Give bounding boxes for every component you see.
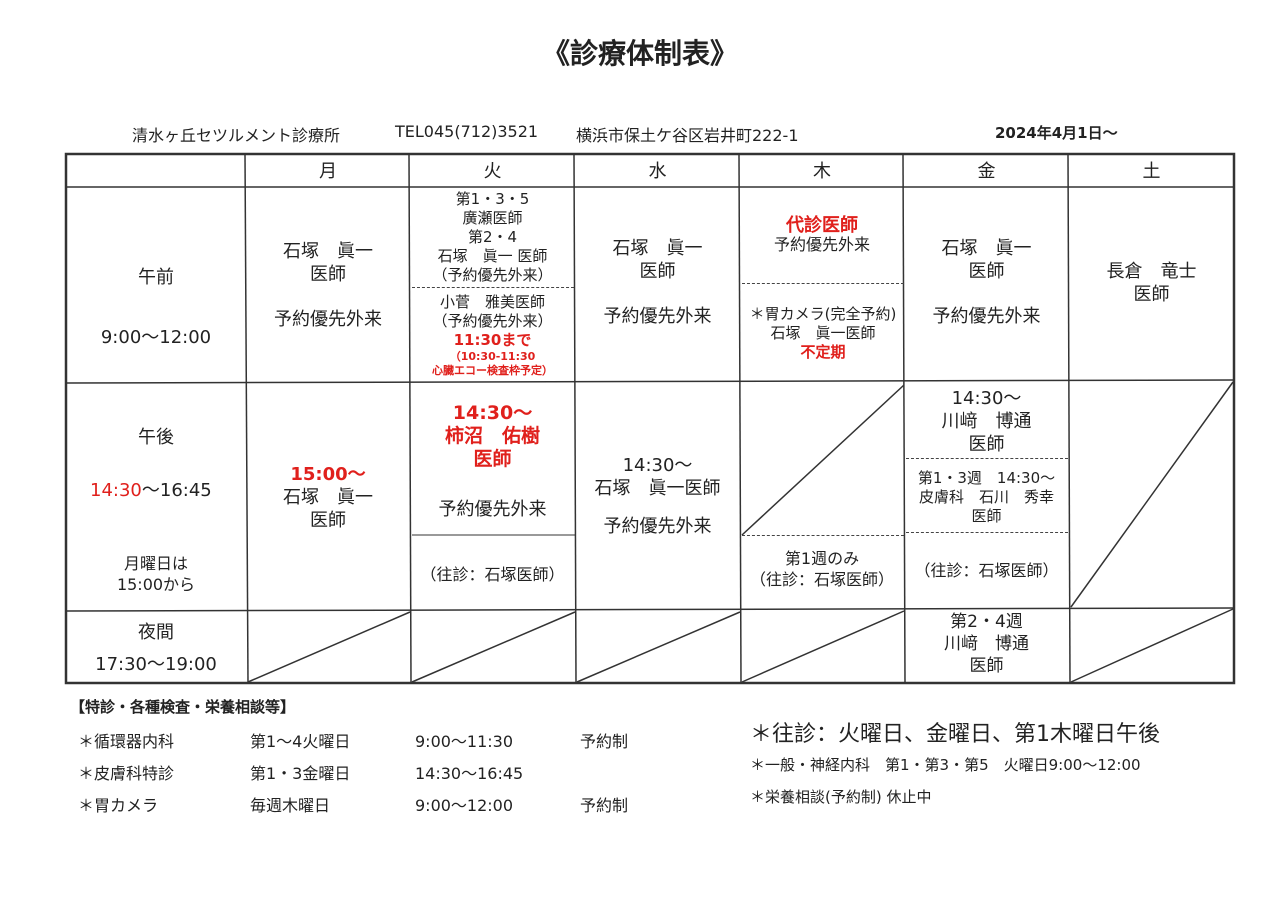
row-label-pm: 午後 [138,426,174,448]
day-header-thu: 木 [813,160,831,182]
row-label-night: 夜間 [138,621,174,643]
am-wed: 石塚 眞一 医師 予約優先外来 [603,238,712,327]
am-tue-top: 第1・3・5 廣瀬医師 第2・4 石塚 眞一 医師 （予約優先外来） [432,189,553,284]
page-title: 《診療体制表》 [541,37,738,70]
row-time-pm: 14:30～16:45 [90,480,212,501]
row-time-night: 17:30～19:00 [95,653,217,675]
am-sat: 長倉 竜士 医師 [1106,260,1197,305]
row-time-am: 9:00～12:00 [100,326,212,348]
day-header-tue: 火 [483,160,502,182]
pm-tue-note: 予約優先外来 [438,498,547,520]
notes-heading: 【特診・各種検査・栄養相談等】 [70,698,296,716]
pm-thu: 第1週のみ （往診：石塚医師） [749,549,894,589]
am-fri: 石塚 眞一 医師 予約優先外来 [932,238,1041,327]
am-mon: 石塚 眞一 医師 予約優先外来 [274,240,382,330]
note-item: ＊胃カメラ 毎週木曜日 9:00～12:00 予約制 [78,796,629,815]
row-note-pm: 月曜日は 15:00から [116,554,196,594]
nutrition-note: ＊栄養相談(予約制) 休止中 [750,788,932,806]
day-header-fri: 金 [977,160,996,182]
note-item: ＊皮膚科特診 第1・3金曜日 14:30～16:45 [78,764,524,783]
day-header-wed: 水 [648,160,667,182]
am-thu-bottom: ＊胃カメラ(完全予約) 石塚 眞一医師 不定期 [749,304,927,361]
pm-tue-oshin: （往診：石塚医師） [420,564,565,584]
clinic-tel: TEL045(712)3521 [395,122,539,141]
clinic-name: 清水ヶ丘セツルメント診療所 [132,126,341,145]
diagonal-thu-pm [741,384,905,536]
pm-fri-top: 14:30～ 川﨑 博通 医師 [941,387,1032,455]
pm-tue-top: 14:30～ 柿沼 佑樹 医師 [444,401,540,470]
pm-fri-oshin: （往診：石塚医師） [914,560,1059,580]
night-fri: 第2・4週 川﨑 博通 医師 [944,612,1029,676]
pm-wed: 14:30～ 石塚 眞一医師 予約優先外来 [594,455,721,537]
pm-mon: 15:00～ 石塚 眞一 医師 [283,464,373,531]
general-note: ＊一般・神経内科 第1・第3・第5 火曜日9:00～12:00 [750,756,1141,774]
effective-date: 2024年4月1日～ [995,124,1118,142]
day-header-mon: 月 [319,160,337,182]
day-header-sat: 土 [1142,160,1161,182]
notes-list: ＊循環器内科 第1～4火曜日 9:00～11:30 予約制 ＊皮膚科特診 第1・3金曜日… [78,726,628,822]
clinic-address: 横浜市保土ケ谷区岩井町222-1 [576,126,799,145]
oshin-note: ＊往診：火曜日、金曜日、第1木曜日午後 [750,722,1160,747]
diagonal-sat-pm [1070,381,1234,608]
row-label-am: 午前 [138,266,174,288]
note-item: ＊循環器内科 第1～4火曜日 9:00～11:30 予約制 [78,732,629,751]
am-tue-bottom: 小菅 雅美医師 （予約優先外来） 11:30まで （10:30-11:30 心臓エコー検… [432,292,553,377]
am-thu-top: 代診医師 予約優先外来 [773,215,870,254]
pm-fri-mid: 第1・3週 14:30～ 皮膚科 石川 秀幸 医師 [917,468,1056,525]
